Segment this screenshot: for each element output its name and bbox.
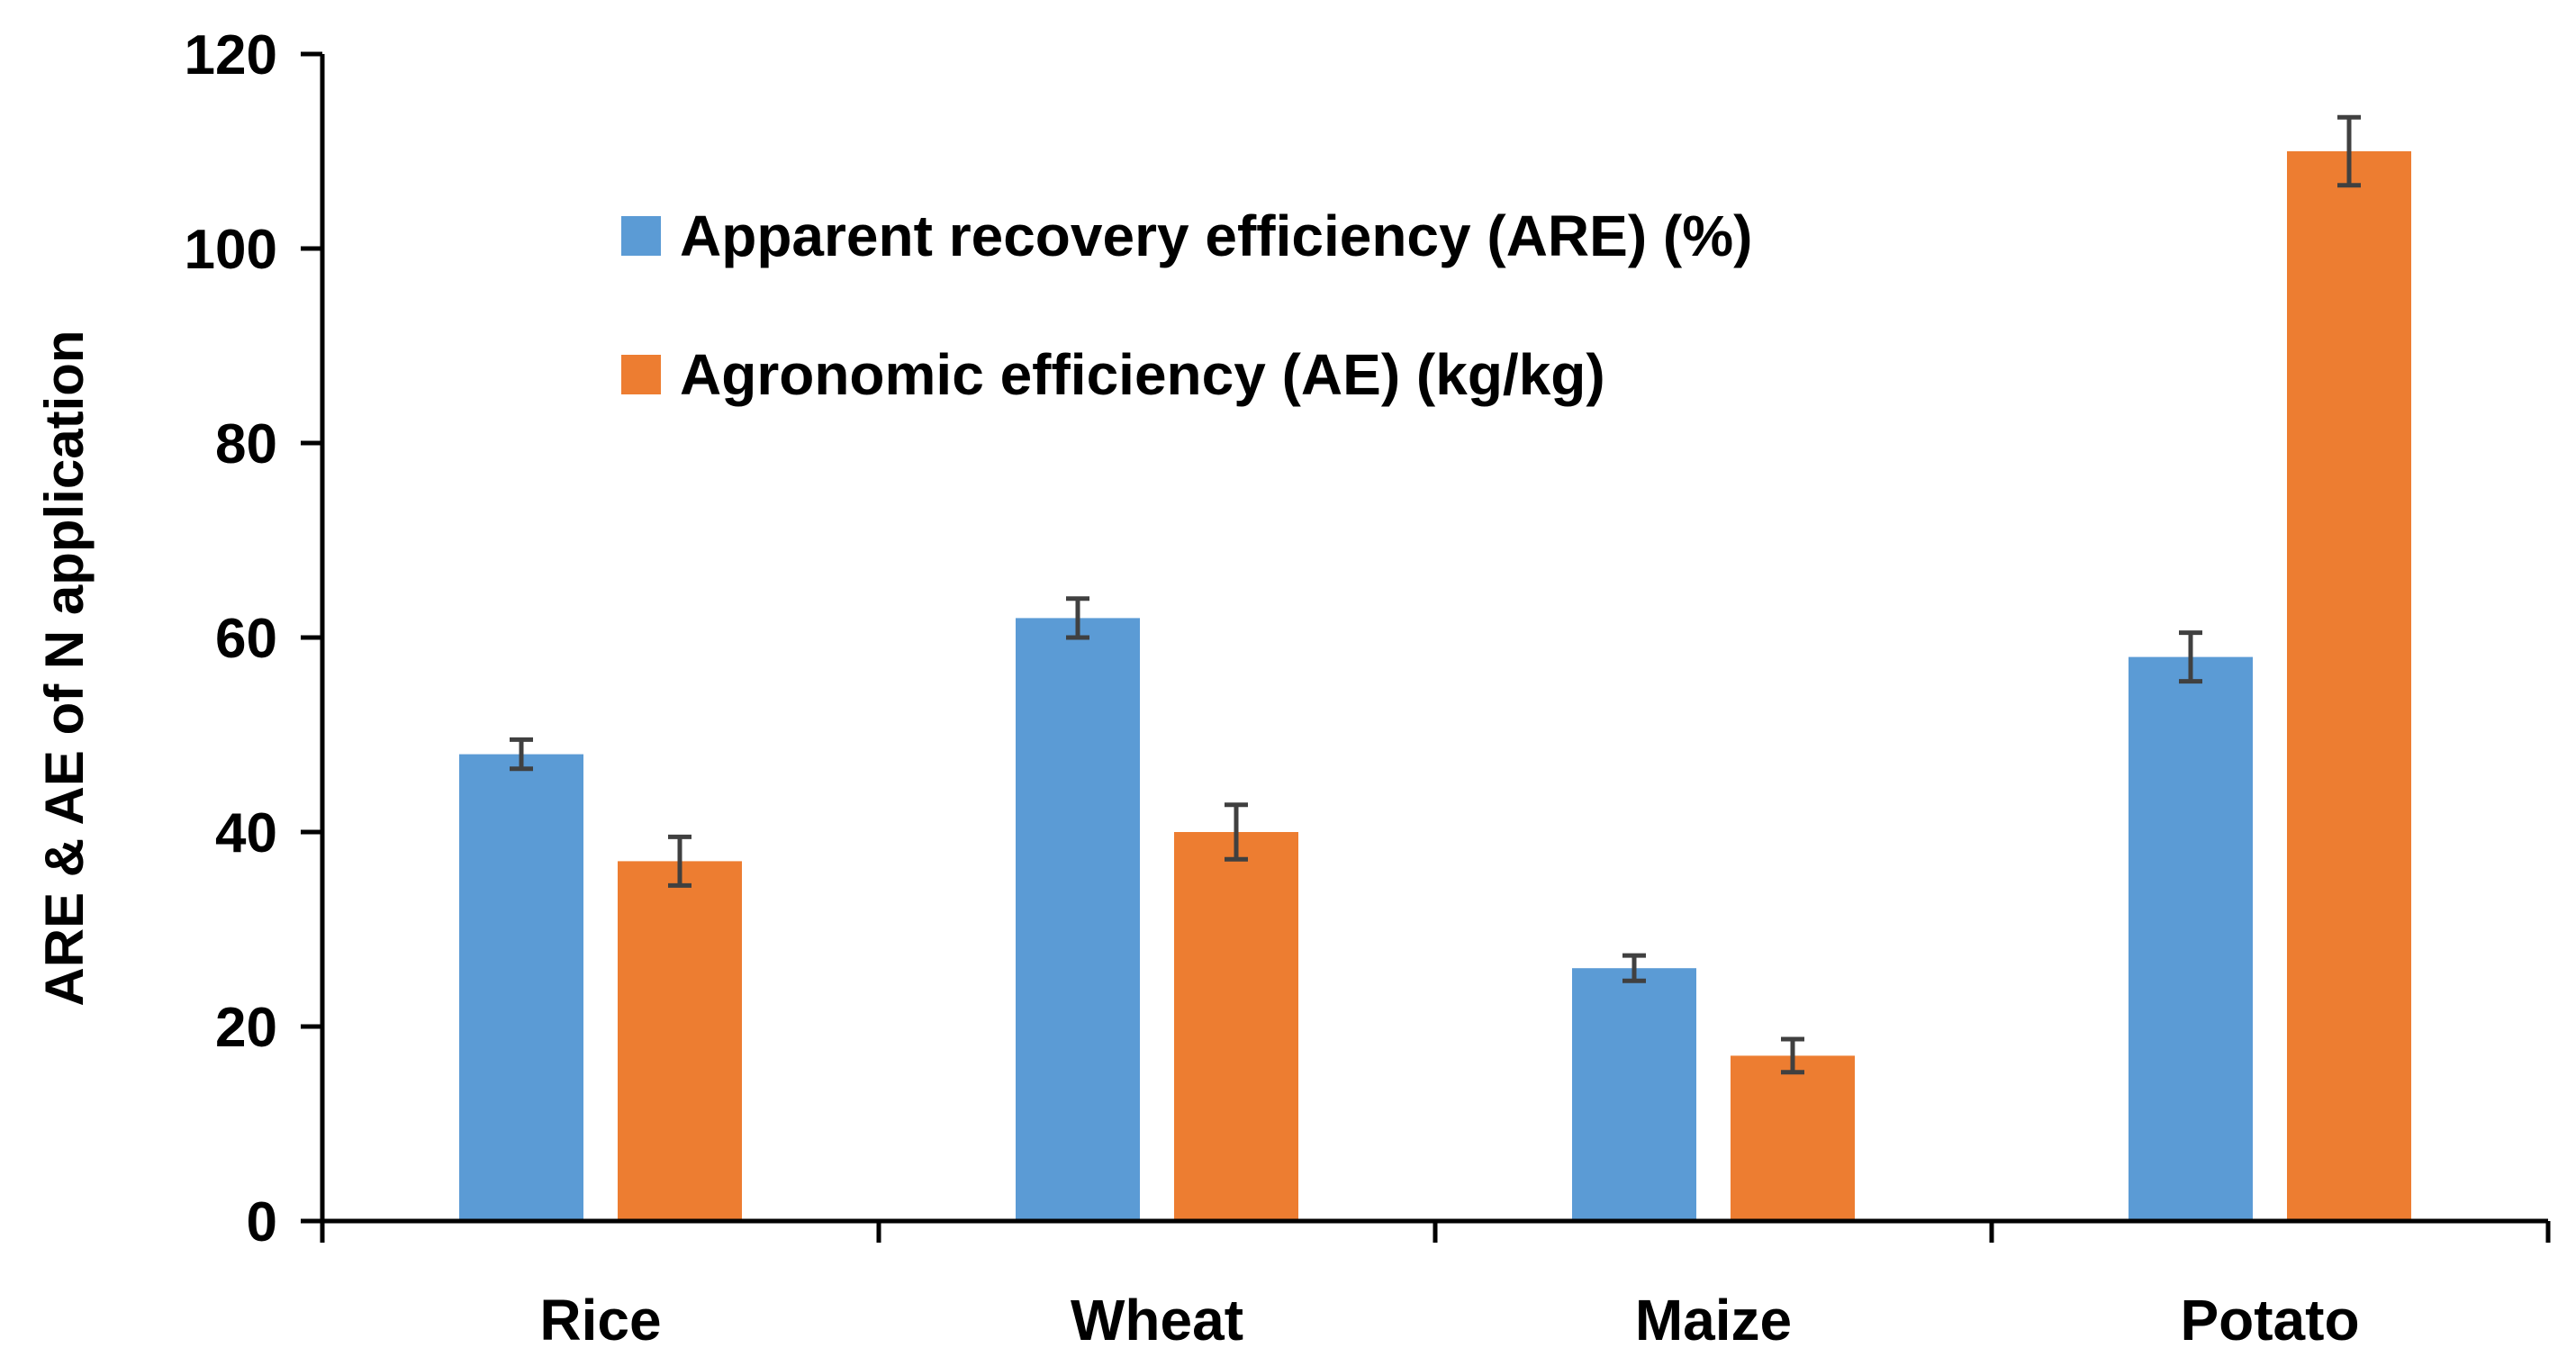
y-tick-label-20: 20 [215,997,277,1059]
error-bar-potato-series-1 [2179,630,2202,684]
legend-label-1: Apparent recovery efficiency (ARE) (%) [680,204,1752,268]
bars-layer [459,151,2411,1221]
y-tick-label-60: 60 [215,608,277,670]
bar-potato-series-2 [2287,151,2411,1221]
axes-layer [301,51,2551,1243]
y-axis-title: ARE & AE of N application [34,330,95,1006]
error-bar-maize-series-1 [1622,953,1646,983]
x-tick-label-maize: Maize [1635,1288,1792,1352]
bar-rice-series-1 [459,754,583,1221]
bar-wheat-series-1 [1016,618,1140,1221]
y-tick-label-0: 0 [247,1191,277,1253]
legend: Apparent recovery efficiency (ARE) (%) Ag… [621,204,1752,407]
y-tick-label-100: 100 [185,219,277,281]
error-bar-wheat-series-2 [1225,802,1248,862]
bar-rice-series-2 [618,861,742,1221]
y-tick-label-120: 120 [185,24,277,86]
x-tick-label-rice: Rice [539,1288,661,1352]
y-tick-label-80: 80 [215,413,277,475]
bar-potato-series-1 [2129,656,2253,1221]
bar-maize-series-1 [1572,968,1696,1221]
y-tick-labels: 0 20 40 60 80 100 120 [185,24,277,1253]
x-tick-label-wheat: Wheat [1071,1288,1243,1352]
x-tick-label-potato: Potato [2180,1288,2359,1352]
legend-swatch-2 [621,355,661,394]
bar-maize-series-2 [1731,1055,1855,1221]
bar-wheat-series-2 [1174,832,1298,1221]
legend-label-2: Agronomic efficiency (AE) (kg/kg) [680,342,1605,407]
error-bar-maize-series-2 [1781,1036,1804,1075]
legend-swatch-1 [621,216,661,256]
error-bar-rice-series-1 [510,737,533,772]
error-bar-wheat-series-1 [1066,596,1089,640]
y-axis-title-group: ARE & AE of N application [34,330,95,1006]
error-bars-layer [510,114,2361,1075]
error-bar-rice-series-2 [668,834,691,888]
y-tick-label-40: 40 [215,802,277,864]
error-bar-potato-series-2 [2337,114,2361,188]
x-category-labels: Rice Wheat Maize Potato [539,1288,2359,1352]
